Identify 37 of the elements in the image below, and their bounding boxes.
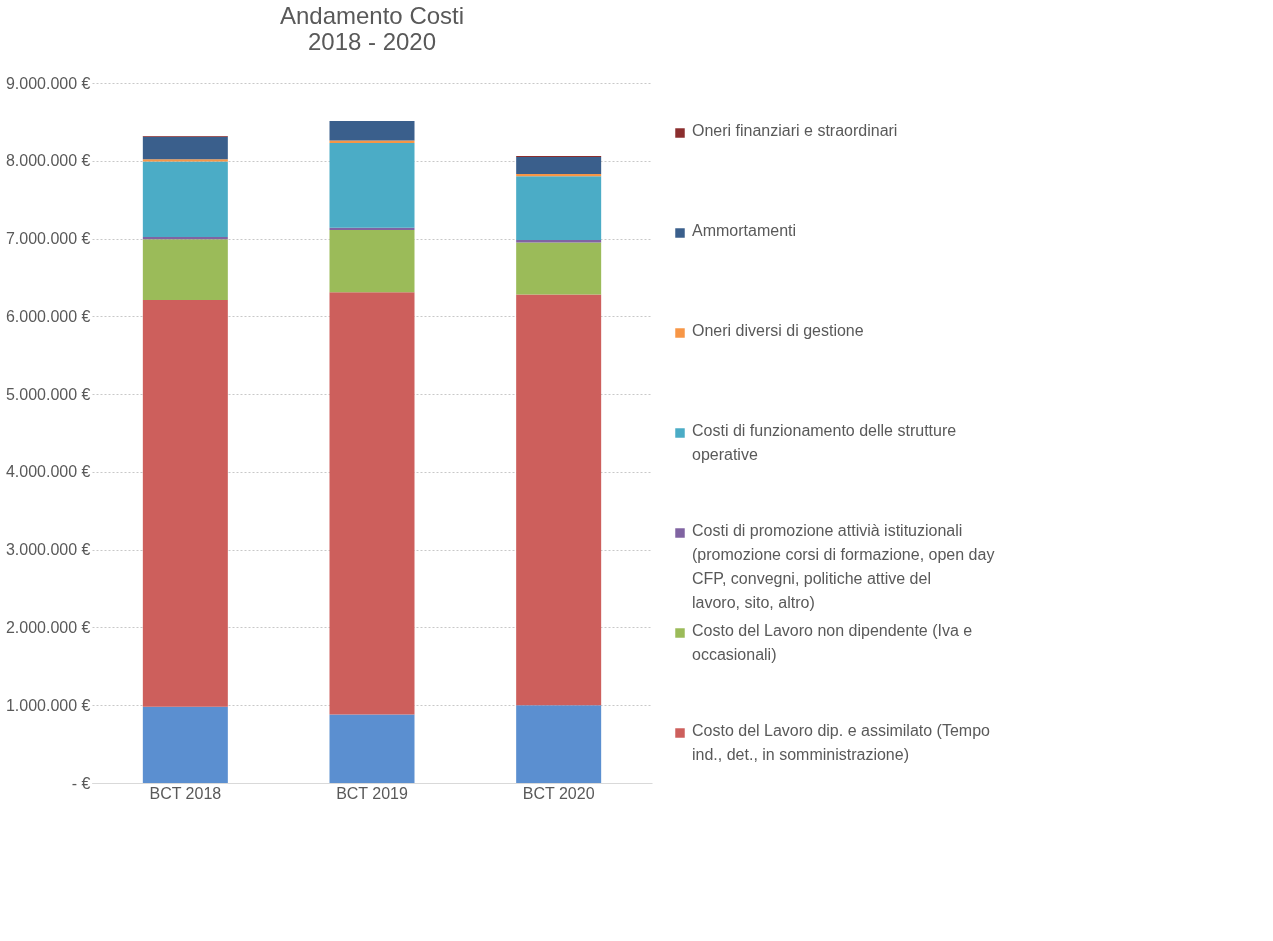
y-tick-label: - €	[71, 774, 91, 792]
legend-label: Costo del Lavoro dip. e assimilato (Tempo ind., det., in somministrazione)	[692, 722, 991, 763]
chart-title: Andamento Costi 2018 - 2020	[279, 2, 465, 55]
bar	[142, 161, 228, 237]
y-tick-label: 9.000.000 €	[5, 74, 91, 92]
y-tick-label: 8.000.000 €	[5, 152, 91, 170]
bar	[142, 239, 228, 300]
x-tick-label: BCT 2018	[149, 784, 222, 802]
bar	[516, 294, 602, 706]
x-tick-label: BCT 2020	[522, 784, 595, 802]
bar	[329, 121, 415, 141]
y-tick-label: 4.000.000 €	[5, 463, 91, 481]
bar	[329, 230, 415, 293]
bar	[516, 156, 602, 174]
bar	[516, 705, 602, 783]
legend-label: Oneri diversi di gestione	[692, 322, 864, 339]
legend-label: Costi di promozione attivià istituzionali (promozione corsi di formazione, open day CFP, convegni, politiche attive del lavoro, sito, altro)	[692, 522, 995, 611]
y-tick-label: 7.000.000 €	[5, 230, 91, 248]
legend-label: Ammortamenti	[692, 222, 797, 239]
legend-label: Costo del Lavoro non dipendente (Iva e occasionali)	[692, 622, 973, 663]
y-tick-label: 3.000.000 €	[5, 541, 91, 559]
bar	[329, 142, 415, 228]
bar	[142, 159, 228, 162]
y-tick-label: 1.000.000 €	[5, 696, 91, 714]
bar	[142, 706, 228, 783]
y-tick-label: 5.000.000 €	[5, 385, 91, 403]
legend-label: Costi di funzionamento delle strutture operative	[692, 422, 957, 463]
bar	[329, 714, 415, 783]
y-tick-label: 6.000.000 €	[5, 307, 91, 325]
bar	[142, 136, 228, 160]
bar	[329, 292, 415, 715]
bar	[516, 242, 602, 295]
bar	[142, 300, 228, 707]
legend-label: Oneri finanziari e straordinari	[692, 122, 898, 139]
x-tick-label: BCT 2019	[336, 784, 408, 802]
y-tick-label: 2.000.000 €	[5, 618, 91, 636]
bar	[516, 176, 602, 241]
